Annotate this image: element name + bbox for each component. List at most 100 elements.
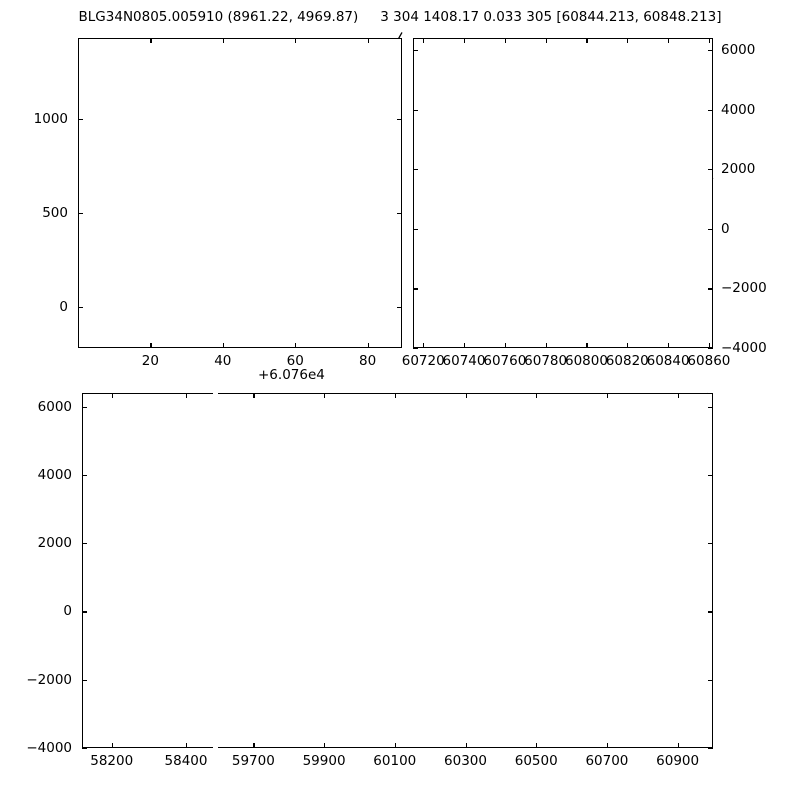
axis-tick <box>627 343 629 348</box>
axis-tick <box>186 743 188 748</box>
axis-tick <box>413 49 418 52</box>
axis-tick-label: 60800 <box>564 353 608 369</box>
axis-tick-label: 60500 <box>514 753 558 769</box>
axis-tick <box>536 393 538 398</box>
axis-tick <box>82 611 87 613</box>
axis-tick <box>708 38 711 43</box>
axis-tick-label: −4000 <box>721 340 767 356</box>
axis-tick <box>627 38 629 43</box>
axis-tick <box>536 743 538 748</box>
axis-tick <box>465 393 467 398</box>
axis-tick-label: 0 <box>59 298 68 315</box>
axis-tick <box>397 212 402 214</box>
axis-tick <box>78 212 83 214</box>
axis-tick-label: 58200 <box>90 753 134 769</box>
axis-tick <box>708 169 713 171</box>
full-lightcurve-panel[interactable] <box>82 391 713 750</box>
axis-tick <box>545 343 547 348</box>
axis-tick <box>465 743 467 748</box>
axis-tick <box>677 743 679 748</box>
season-panel[interactable] <box>413 38 714 350</box>
axis-tick-label: 6000 <box>37 398 72 415</box>
axis-tick <box>708 748 713 750</box>
axis-tick-label: 60780 <box>524 353 568 369</box>
axis-tick <box>586 343 588 348</box>
axis-tick-label: 60900 <box>656 753 700 769</box>
axis-tick-label: 4000 <box>37 466 72 483</box>
axis-tick <box>82 679 87 681</box>
axis-tick <box>708 49 713 52</box>
axis-tick-label: 60860 <box>687 353 731 369</box>
axis-tick-label: 2000 <box>37 535 72 552</box>
axis-tick <box>295 38 297 43</box>
axis-tick-label: 60300 <box>444 753 487 769</box>
axis-tick-label: 60100 <box>373 753 417 769</box>
axis-tick <box>708 343 711 348</box>
axis-tick <box>708 611 713 613</box>
axis-tick-label: 2000 <box>721 161 756 178</box>
axis-tick <box>295 343 297 348</box>
axis-tick <box>413 109 418 111</box>
axis-tick-label: 58400 <box>164 753 208 769</box>
axis-tick-label: −2000 <box>721 280 767 297</box>
axis-tick <box>708 288 713 290</box>
axis-tick <box>397 306 402 308</box>
axis-tick <box>324 393 326 398</box>
axis-tick <box>78 306 83 308</box>
axis-tick <box>78 118 83 120</box>
axis-tick-label: 1000 <box>33 110 68 127</box>
axis-tick <box>708 348 713 350</box>
full-lightcurve-frame <box>82 393 713 748</box>
axis-tick-label: 60700 <box>585 753 629 769</box>
axis-tick <box>150 38 152 43</box>
axis-tick <box>394 393 396 398</box>
axis-tick-label: 60820 <box>605 353 649 369</box>
axis-tick-label: 59900 <box>302 753 346 769</box>
title-right: 3 304 1408.17 0.033 305 [60844.213, 6084… <box>380 9 722 25</box>
axis-tick-label: 59700 <box>231 753 275 769</box>
title-left: BLG34N0805.005910 (8961.22, 4969.87) <box>78 9 359 25</box>
axis-tick <box>708 679 713 681</box>
axis-tick-label: −4000 <box>26 740 72 756</box>
season-panel-frame <box>413 38 713 348</box>
axis-tick <box>367 343 369 348</box>
axis-tick <box>82 406 87 408</box>
zoom-panel-x-offset-label: +6.076e4 <box>258 367 325 383</box>
axis-tick <box>253 743 255 748</box>
axis-tick-label: 60720 <box>401 353 445 369</box>
axis-tick <box>423 38 425 43</box>
axis-tick <box>186 393 188 398</box>
axis-tick <box>82 543 87 545</box>
axis-tick <box>397 118 402 120</box>
axis-tick <box>394 743 396 748</box>
axis-tick-label: 60740 <box>442 353 486 369</box>
axis-tick <box>413 228 418 230</box>
axis-tick <box>111 393 113 398</box>
axis-tick-label: −2000 <box>26 671 72 688</box>
axis-tick <box>367 38 369 43</box>
axis-tick-label: 60760 <box>483 353 527 369</box>
axis-tick-label: 60 <box>286 353 304 369</box>
axis-tick <box>668 343 670 348</box>
axis-tick <box>413 348 418 350</box>
axis-tick <box>222 343 224 348</box>
axis-tick-label: 500 <box>42 204 68 221</box>
axis-tick-label: 40 <box>214 353 232 369</box>
axis-tick <box>150 343 152 348</box>
axis-tick <box>708 543 713 545</box>
axis-tick <box>504 38 507 43</box>
axis-tick <box>668 38 670 43</box>
axis-tick-label: 4000 <box>721 101 756 118</box>
axis-tick <box>222 38 224 43</box>
axis-tick <box>545 38 547 43</box>
axis-tick <box>708 474 713 477</box>
axis-tick <box>111 743 113 748</box>
figure-title: BLG34N0805.005910 (8961.22, 4969.87) 3 30… <box>0 9 800 25</box>
zoom-panel[interactable] <box>78 32 403 348</box>
axis-tick <box>708 228 713 230</box>
axis-tick <box>82 474 87 477</box>
axis-tick <box>677 393 679 398</box>
axis-tick <box>413 169 418 171</box>
axis-tick <box>423 343 425 348</box>
axis-tick <box>253 393 255 398</box>
